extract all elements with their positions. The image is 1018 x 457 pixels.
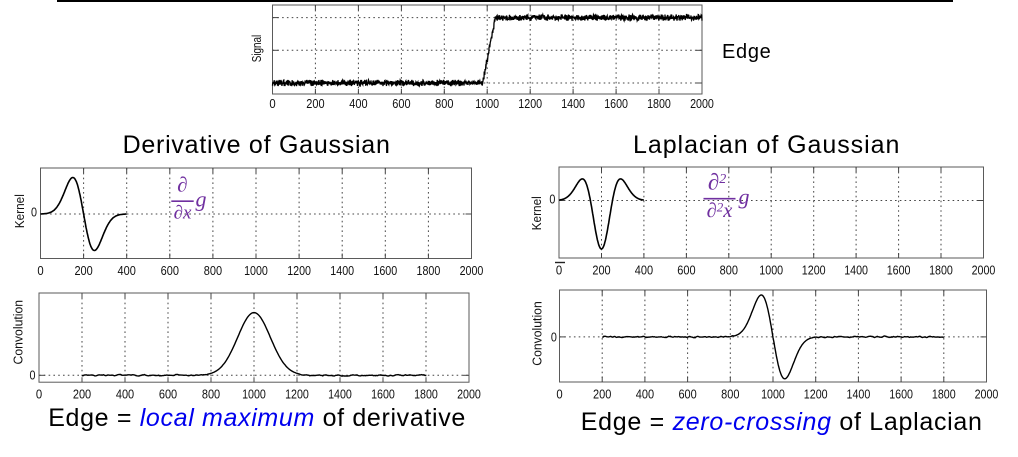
svg-text:1800: 1800 bbox=[414, 388, 438, 402]
svg-text:1800: 1800 bbox=[932, 387, 956, 401]
svg-text:g: g bbox=[739, 184, 750, 209]
svg-text:1800: 1800 bbox=[929, 263, 953, 277]
svg-text:1600: 1600 bbox=[371, 388, 395, 402]
svg-text:1000: 1000 bbox=[761, 387, 785, 401]
svg-text:Convolution: Convolution bbox=[11, 300, 26, 365]
svg-text:1200: 1200 bbox=[804, 387, 828, 401]
svg-text:1600: 1600 bbox=[889, 387, 913, 401]
svg-text:1000: 1000 bbox=[242, 388, 266, 402]
svg-text:600: 600 bbox=[677, 263, 695, 277]
svg-text:800: 800 bbox=[720, 263, 738, 277]
svg-text:200: 200 bbox=[74, 264, 92, 278]
svg-text:Convolution: Convolution bbox=[530, 301, 545, 366]
svg-text:Kernel: Kernel bbox=[529, 196, 544, 230]
svg-text:1400: 1400 bbox=[330, 264, 354, 278]
svg-text:400: 400 bbox=[118, 264, 136, 278]
svg-text:800: 800 bbox=[202, 388, 220, 402]
svg-text:1800: 1800 bbox=[647, 97, 671, 111]
svg-text:600: 600 bbox=[678, 387, 696, 401]
svg-text:g: g bbox=[196, 187, 207, 212]
svg-text:200: 200 bbox=[593, 387, 611, 401]
svg-text:1600: 1600 bbox=[887, 263, 911, 277]
svg-text:600: 600 bbox=[161, 264, 179, 278]
svg-text:0: 0 bbox=[36, 388, 42, 402]
svg-text:0: 0 bbox=[549, 192, 555, 207]
svg-text:1400: 1400 bbox=[328, 388, 352, 402]
svg-text:0: 0 bbox=[269, 97, 275, 111]
svg-text:400: 400 bbox=[635, 263, 653, 277]
svg-text:0: 0 bbox=[556, 263, 562, 277]
svg-text:0: 0 bbox=[30, 367, 36, 382]
svg-text:Signal: Signal bbox=[249, 35, 264, 63]
svg-text:1400: 1400 bbox=[561, 97, 585, 111]
svg-text:0: 0 bbox=[37, 264, 43, 278]
svg-text:0: 0 bbox=[551, 330, 557, 345]
svg-text:600: 600 bbox=[392, 97, 410, 111]
svg-text:1400: 1400 bbox=[847, 387, 871, 401]
svg-text:200: 200 bbox=[73, 388, 91, 402]
svg-text:200: 200 bbox=[306, 97, 324, 111]
svg-text:∂2: ∂2 bbox=[708, 170, 726, 195]
svg-text:2000: 2000 bbox=[975, 387, 999, 401]
svg-text:∂2x: ∂2x bbox=[707, 200, 733, 223]
svg-text:2000: 2000 bbox=[457, 388, 481, 402]
svg-text:1200: 1200 bbox=[287, 264, 311, 278]
svg-text:1200: 1200 bbox=[802, 263, 826, 277]
svg-text:800: 800 bbox=[204, 264, 222, 278]
svg-text:1000: 1000 bbox=[244, 264, 268, 278]
svg-text:∂x: ∂x bbox=[174, 203, 192, 224]
svg-text:2000: 2000 bbox=[972, 263, 996, 277]
svg-text:1000: 1000 bbox=[475, 97, 499, 111]
svg-text:2000: 2000 bbox=[460, 264, 484, 278]
svg-text:400: 400 bbox=[636, 387, 654, 401]
svg-text:1600: 1600 bbox=[373, 264, 397, 278]
svg-text:1000: 1000 bbox=[759, 263, 783, 277]
svg-text:1800: 1800 bbox=[417, 264, 441, 278]
svg-text:600: 600 bbox=[159, 388, 177, 402]
svg-text:1200: 1200 bbox=[285, 388, 309, 402]
svg-text:1600: 1600 bbox=[604, 97, 628, 111]
svg-text:800: 800 bbox=[435, 97, 453, 111]
svg-text:400: 400 bbox=[349, 97, 367, 111]
svg-text:0: 0 bbox=[31, 205, 37, 220]
svg-text:2000: 2000 bbox=[690, 97, 714, 111]
svg-text:Kernel: Kernel bbox=[12, 194, 27, 228]
svg-text:200: 200 bbox=[592, 263, 610, 277]
svg-text:0: 0 bbox=[556, 387, 562, 401]
svg-text:1400: 1400 bbox=[844, 263, 868, 277]
svg-text:800: 800 bbox=[721, 387, 739, 401]
svg-text:∂: ∂ bbox=[177, 173, 187, 197]
svg-text:400: 400 bbox=[116, 388, 134, 402]
svg-text:1200: 1200 bbox=[518, 97, 542, 111]
